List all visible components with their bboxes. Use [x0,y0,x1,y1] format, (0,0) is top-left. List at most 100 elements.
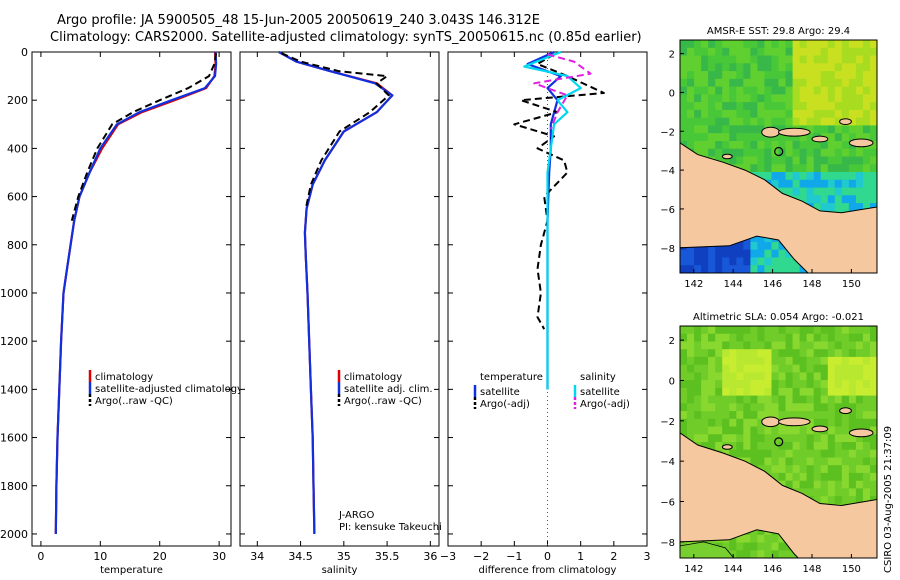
sla_map-cell [729,434,737,443]
sst_map-cell [736,109,744,119]
sla_map-cell [792,442,801,451]
sst_map-cell [792,164,801,173]
sla_map-cell [771,349,780,358]
sst_map-cell [855,125,864,134]
sst_map-land-new-guinea [680,142,877,273]
sla_map-cell [855,488,864,497]
sla_map-cell [820,457,829,466]
sst_map-cell [792,117,801,127]
sla_map-cell [870,356,877,366]
sst_map-cell [855,195,864,204]
sla_map-cell [799,372,808,381]
sst_map-cell [870,86,877,95]
sla_map-cell [757,442,765,451]
sst_map-cell [687,133,695,142]
sst_map-cell [680,40,688,49]
sla_map-cell [813,496,822,505]
sst_map-cell [722,94,730,103]
sla_map-cell [736,341,744,350]
sst_map-island [761,126,780,138]
sst_map-cell [764,94,772,103]
sst_map-cell [834,125,843,134]
sst_map-cell [862,47,871,57]
sla_map-cell [820,372,829,381]
sla_map-cell [757,534,765,544]
sla_map-cell [827,442,836,451]
sla_map-cell [820,434,829,443]
sla_map-cell [785,333,794,342]
sla_map-cell [771,341,780,350]
sla_map-cell [841,395,850,404]
sla_map-cell [750,364,758,373]
sla_map-cell [848,411,857,420]
sst_map-ytick-label: 0 [669,88,675,99]
sla_map-cell [827,395,836,404]
sla_map-cell [708,326,716,335]
sla_map-cell [736,434,744,443]
sla_map-cell [743,333,751,342]
sla_map-cell [750,457,758,466]
sla_map-cell [757,333,765,342]
sst_map-cell [687,47,695,57]
sst_map-argo-location-marker [774,146,784,157]
sla_map-cell [743,403,751,412]
sla_map-cell [750,326,758,335]
sst_map-cell [827,94,836,103]
sst_map-cell [680,257,688,266]
sst_map-cell [722,141,730,150]
sst_map-cell [820,63,829,72]
sst_map-cell [729,94,737,103]
sst_map-cell [736,265,744,273]
sst_map-cell [792,172,801,181]
sst_map-cell [708,71,716,80]
sst_map-cell [715,125,723,134]
sst_map-cell [792,86,801,95]
sla_map-cell [764,387,772,397]
sst_map-cell [855,102,864,111]
sst_map-cell [834,179,843,189]
sst_map-cell [820,40,829,49]
sla_map-cell [827,349,836,358]
sst_map-cell [757,86,765,95]
sla_map-cell [771,449,780,458]
sst_map-cell [715,257,723,266]
sla_map-cell [806,488,815,497]
sla_map-cell [743,364,751,373]
sla_map-cell [785,480,794,489]
sst_map-cell [820,164,829,173]
sst_map-cell [687,109,695,119]
sla_map-cell [820,380,829,389]
sst_map-cell [687,117,695,127]
sla_map-cell [764,326,772,335]
sla_map-cell [778,411,787,420]
sst_map-cell [743,156,751,165]
sla_map-cell [841,488,850,497]
sla_map-cell [778,449,787,458]
sla_map-cell [855,349,864,358]
sla_map-cell [827,488,836,497]
sst_map-cell [834,117,843,127]
sst_map-cell [729,241,737,251]
sla_map-xtick-label: 146 [763,564,782,575]
sst_map-cell [694,117,702,127]
sst_map-cell [757,241,765,251]
salinity-series-argo [281,52,390,209]
sla_map-cell [820,449,829,458]
sst_map-cell [778,71,787,80]
sla_map-cell [757,527,765,536]
sla_map-cell [757,395,765,404]
sla_map-cell [870,349,877,358]
sst_map-cell [870,172,877,181]
sla_map-cell [771,542,780,551]
sst_map-cell [827,109,836,119]
sst_map-cell [834,63,843,72]
sla_map-cell [764,434,772,443]
sst_map-cell [778,141,787,150]
sla_map-cell [750,349,758,358]
sla_map-cell [757,550,765,558]
sla_map-island [778,417,811,427]
sst_map-cell [792,102,801,111]
sla_map-cell [750,442,758,451]
sla_map-cell [848,496,857,505]
sst_map-cell [841,195,850,204]
